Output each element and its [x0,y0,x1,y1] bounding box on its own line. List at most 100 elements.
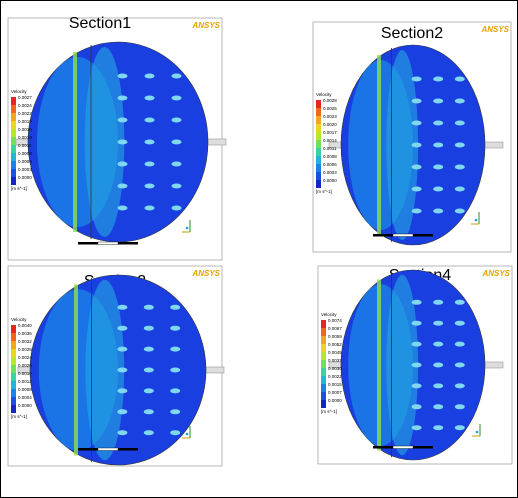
axis-triad [186,227,189,230]
axis-triad [476,431,479,434]
legend-value: 0.0015 [328,382,342,387]
legend-swatch [321,376,326,384]
axis-triad [475,219,478,222]
legend-value: 0.0017 [323,130,337,135]
jet-spot [118,96,128,101]
jet-spot [170,305,180,310]
jet-spot [170,430,180,435]
legend-value: 0.0007 [328,390,342,395]
legend-swatch [11,325,16,333]
legend-swatch [11,97,16,105]
legend-swatch [316,124,321,132]
jet-spot [144,409,154,414]
legend-unit: [m s^-1] [11,186,27,191]
jet-spot [145,184,155,189]
legend-swatch [316,140,321,148]
jet-spot [172,118,182,123]
legend-value: 0.0008 [18,387,32,392]
legend-value: 0.0000 [18,403,32,408]
legend-swatch [11,341,16,349]
jet-spot [455,209,465,214]
jet-spot [117,388,127,393]
jet-spot [412,165,422,170]
jet-spot [170,388,180,393]
legend-swatch [316,132,321,140]
jet-spot [433,209,443,214]
legend-swatch [11,333,16,341]
legend-value: 0.0023 [323,114,337,119]
jet-spot [144,430,154,435]
jet-spot [433,425,443,430]
scale-bar [373,446,393,449]
legend-swatch [11,169,16,177]
jet-spot [118,184,128,189]
legend-value: 0.0059 [328,334,342,339]
scale-bar [413,446,433,449]
legend-swatch [11,381,16,389]
jet-spot [117,326,127,331]
legend-swatch [11,397,16,405]
jet-spot [455,342,465,347]
logo: ANSYS [191,21,220,30]
legend-swatch [321,328,326,336]
contour-region [74,285,78,456]
legend-swatch [11,137,16,145]
jet-spot [172,140,182,145]
legend-swatch [321,320,326,328]
legend-value: 0.0004 [18,395,32,400]
jet-spot [118,118,128,123]
jet-spot [412,143,422,148]
legend-value: 0.0037 [328,358,342,363]
jet-spot [433,321,443,326]
jet-spot [145,74,155,79]
jet-spot [412,321,422,326]
legend-swatch [321,336,326,344]
scale-bar [78,448,98,451]
jet-spot [412,77,422,82]
logo: ANSYS [481,269,510,278]
legend-value: 0.0027 [18,95,32,100]
jet-spot [433,363,443,368]
legend-value: 0.0008 [18,151,32,156]
jet-spot [144,347,154,352]
legend-value: 0.0025 [323,106,337,111]
jet-spot [455,121,465,126]
legend-value: 0.0032 [18,339,32,344]
jet-spot [455,363,465,368]
legend-swatch [321,368,326,376]
legend-value: 0.0016 [18,371,32,376]
legend-swatch [11,389,16,397]
legend-value: 0.0003 [18,167,32,172]
jet-spot [412,425,422,430]
jet-spot [433,99,443,104]
panel: Section3ANSYSVelocity0.00400.00360.00320… [8,266,224,466]
jet-spot [117,430,127,435]
legend-value: 0.0020 [18,363,32,368]
logo: ANSYS [480,25,509,34]
jet-spot [433,342,443,347]
jet-spot [117,368,127,373]
legend-value: 0.0052 [328,342,342,347]
jet-spot [455,187,465,192]
contour-region [377,280,381,451]
legend-value: 0.0020 [323,122,337,127]
scale-bar [393,446,413,449]
jet-spot [455,99,465,104]
figure: Section1ANSYSVelocity0.00270.00240.00220… [0,0,518,498]
legend-value: 0.0000 [323,178,337,183]
jet-spot [145,162,155,167]
legend-value: 0.0067 [328,326,342,331]
jet-spot [455,404,465,409]
legend-value: 0.0000 [328,398,342,403]
jet-spot [433,121,443,126]
jet-spot [455,321,465,326]
contour-region [377,55,381,235]
jet-spot [117,409,127,414]
jet-spot [117,347,127,352]
scale-bar [118,242,138,245]
legend-value: 0.0074 [328,318,342,323]
panel: Section4ANSYSVelocity0.00740.00670.00590… [318,266,512,464]
legend-swatch [11,105,16,113]
scale-bar [393,234,413,237]
